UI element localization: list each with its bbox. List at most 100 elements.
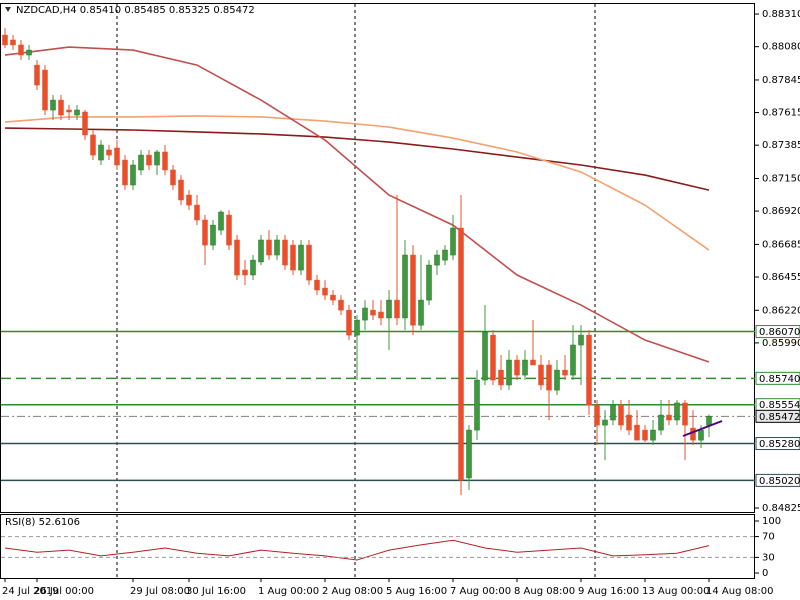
candle-body [314, 279, 320, 291]
candle-body [250, 259, 256, 276]
candle-body [626, 414, 632, 431]
y-tick-label: 0.86685 [762, 239, 800, 250]
moving-average [4, 46, 710, 363]
candle-body [498, 369, 504, 386]
candle-body [642, 429, 648, 441]
candle-body [346, 309, 352, 336]
candle-body [402, 254, 408, 319]
candle-body [242, 269, 248, 276]
level-label: 0.85280 [759, 439, 800, 450]
candle-body [594, 404, 600, 426]
candle-body [130, 164, 136, 186]
level-label: 0.85740 [759, 374, 800, 385]
x-tick-label: 9 Aug 16:00 [578, 586, 639, 597]
candle-body [122, 159, 128, 186]
candle-body [202, 219, 208, 246]
x-tick-label: 29 Jul 08:00 [130, 586, 190, 597]
y-tick-label: 0.85990 [762, 338, 800, 349]
candle-body [410, 254, 416, 326]
candle-body [650, 429, 656, 441]
candle-body [618, 404, 624, 426]
x-tick-label: 13 Aug 00:00 [642, 586, 709, 597]
candle-body [482, 331, 488, 381]
candle-body [154, 151, 160, 166]
candle-body [178, 179, 184, 201]
candle-body [274, 239, 280, 256]
level-box [755, 371, 800, 385]
candles [2, 28, 712, 496]
rsi-tick-label: 100 [762, 516, 781, 527]
moving-average [4, 115, 710, 251]
x-tick-label: 2 Aug 08:00 [322, 586, 383, 597]
candle-body [394, 299, 400, 319]
axes: 0.88310 0.88080 0.87845 0.87615 0.87385 0.871… [1, 9, 800, 597]
candle-body [258, 239, 264, 263]
candle-body [570, 344, 576, 376]
candle-body [106, 149, 112, 156]
candle-body [698, 429, 704, 441]
candle-body [98, 144, 104, 161]
candle-body [562, 369, 568, 376]
candle-body [554, 369, 560, 391]
x-tick-label: 5 Aug 16:00 [386, 586, 447, 597]
menu-icon [5, 7, 11, 12]
candle-body [26, 49, 32, 56]
rsi-panel [0, 514, 755, 579]
candle-body [210, 224, 216, 246]
candle-body [706, 416, 712, 426]
bid-label: 0.85472 [759, 412, 800, 423]
candle-body [506, 359, 512, 386]
candle-body [82, 111, 88, 136]
candle-body [658, 414, 664, 431]
y-tick-label: 0.87615 [762, 108, 800, 119]
candle-body [362, 307, 368, 321]
x-tick-label: 24 Jul 2019 [2, 586, 59, 597]
candle-body [266, 239, 272, 256]
level-box [755, 473, 800, 487]
candle-body [538, 364, 544, 386]
candle-body [330, 294, 336, 301]
candle-body [354, 319, 360, 336]
level-label: 0.85020 [759, 476, 800, 487]
moving-averages [4, 46, 710, 561]
y-tick-label: 0.86220 [762, 305, 800, 316]
candle-body [58, 99, 64, 116]
candle-body [466, 429, 472, 479]
x-tick-label: 7 Aug 00:00 [450, 586, 511, 597]
candle-body [138, 154, 144, 171]
level-box [755, 325, 800, 339]
candle-body [514, 359, 520, 376]
y-tick-label: 0.87385 [762, 140, 800, 151]
candle-body [18, 44, 24, 56]
candle-body [434, 254, 440, 266]
candle-body [90, 134, 96, 156]
candle-body [602, 419, 608, 426]
candle-body [338, 299, 344, 311]
trendline [682, 420, 723, 437]
candle-body [458, 227, 464, 481]
candle-body [674, 402, 680, 421]
candle-body [170, 169, 176, 186]
rsi-tick-label: 30 [762, 552, 775, 563]
level-label: 0.85554 [759, 400, 800, 411]
candle-body [42, 69, 48, 111]
candle-body [10, 39, 16, 46]
candle-body [610, 404, 616, 421]
candle-body [2, 34, 8, 46]
y-tick-label: 0.86920 [762, 206, 800, 217]
candle-body [690, 427, 696, 441]
candle-body [282, 239, 288, 266]
candle-body [50, 99, 56, 111]
candle-body [146, 154, 152, 166]
x-tick-label: 26 Jul 00:00 [34, 586, 94, 597]
level-label: 0.86070 [759, 327, 800, 338]
chart-title: NZDCAD,H4 0.85410 0.85485 0.85325 0.8547… [16, 5, 255, 16]
candle-body [546, 364, 552, 391]
candle-body [586, 334, 592, 406]
candle-body [186, 194, 192, 206]
candle-body [66, 109, 72, 113]
candle-body [306, 244, 312, 281]
x-tick-label: 30 Jul 16:00 [186, 586, 246, 597]
